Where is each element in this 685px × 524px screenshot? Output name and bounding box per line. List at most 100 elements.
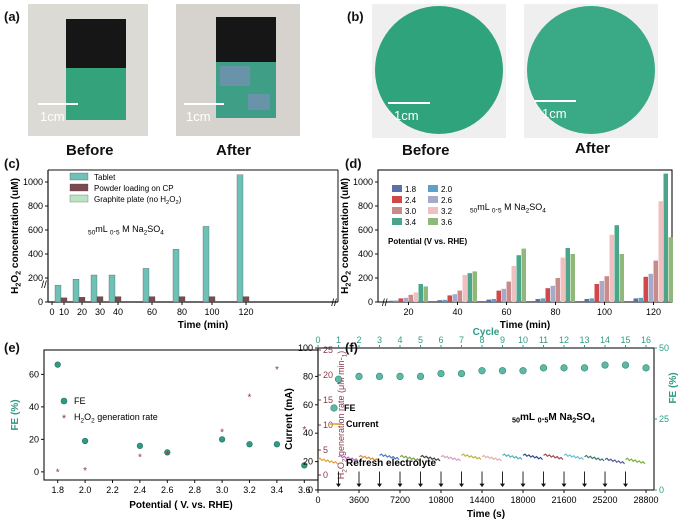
legend-swatch [69,183,89,192]
panel-label-b: (b) [347,9,364,24]
legend-swatch [392,207,402,214]
y-tick-label: 1000 [23,177,43,187]
y-right-tick-label: 10 [323,420,333,430]
x-tick-label: 18000 [511,495,536,505]
caption-after-b: After [575,140,611,157]
bar [78,297,86,303]
fe-point [301,462,308,469]
photo-b-after: 1cm [524,4,658,138]
current-trace [604,457,625,465]
bar [148,296,156,303]
fe-point [437,369,445,378]
y-tick-label: 800 [28,201,43,211]
x-tick-label: 2.2 [106,485,119,495]
refresh-arrowhead [541,483,547,488]
bar [236,174,244,303]
bar [604,276,609,302]
bar [511,266,516,302]
legend-rate-marker: * [62,413,67,425]
legend-label: 3.6 [441,218,453,227]
bar [540,298,545,302]
x-tick-label: 28800 [634,495,659,505]
bar [491,299,496,302]
top-tick-label: 0 [315,335,320,345]
y-tick-label: 400 [28,249,43,259]
x-tick-label: 3.0 [216,485,229,495]
fe-point [642,364,650,372]
x-tick-label: 0 [49,307,54,317]
x-tick-label: 20 [403,307,413,317]
rate-point: * [220,428,224,439]
x-tick-label: 3.6 [298,485,311,495]
photo-a-before: 1cm [28,4,148,136]
scale-label: 1cm [394,108,419,123]
bar [142,268,150,303]
x-tick-label: 2.8 [188,485,201,495]
x-tick-label: 80 [550,307,560,317]
x-tick-label: 7200 [390,495,410,505]
y-right-tick-label: 25 [323,345,333,355]
y-axis-label-right: H2O2 generation rate (μM min-1) [336,351,348,480]
y-right-tick-label: 20 [323,370,333,380]
annotation: 50mL 0.5M Na2SO4 [512,412,595,425]
panel-label-e: (e) [4,340,20,355]
x-tick-label: 3.2 [243,485,256,495]
y-tick-label: 400 [358,249,373,259]
y-tick-label: 0 [368,297,373,307]
current-trace [625,457,646,465]
top-tick-label: 11 [539,335,548,345]
fe-point [601,361,609,369]
bar [668,237,673,302]
refresh-arrowhead [397,483,403,488]
legend-swatch [392,185,402,192]
y-right-tick-label: 15 [323,395,333,405]
x-tick-label: 25200 [593,495,618,505]
bar [638,297,643,302]
fe-point [273,441,281,448]
bar [663,173,668,302]
bar [90,274,98,303]
legend-label: H2O2 generation rate [74,412,158,424]
current-trace [584,454,605,462]
legend-swatch [428,218,438,225]
top-tick-label: 13 [580,335,590,345]
current-trace [563,453,584,461]
refresh-arrowhead [377,483,383,488]
fe-point [334,375,343,383]
caption-after-a: After [216,142,252,159]
bar [506,281,511,302]
refresh-arrowhead [479,483,485,488]
top-tick-label: 14 [600,335,610,345]
y-tick-label: 40 [303,428,313,438]
axis-break-mark: // [331,298,337,309]
bar [452,294,457,302]
fe-point [416,372,425,381]
x-tick-label: 10 [59,307,69,317]
scale-label: 1cm [186,109,211,124]
x-axis-label: Time (min) [178,320,228,331]
fe-point [54,361,61,368]
rate-point: * [138,453,142,464]
x-tick-label: 2.6 [161,485,174,495]
y-tick-label: 60 [303,400,313,410]
x-tick-label: 21600 [552,495,577,505]
bar [393,300,398,302]
refresh-arrowhead [438,483,444,488]
refresh-arrowhead [561,483,567,488]
y-right-tick-label: 5 [323,445,328,455]
bar [609,234,614,302]
x-tick-label: 2.0 [79,485,92,495]
photo-a-after: 1cm [176,4,300,136]
current-trace [399,454,420,462]
bar [178,296,186,303]
y-tick-label: 0 [308,485,313,495]
x-tick-label: 60 [147,307,157,317]
bar [633,298,638,302]
bar [643,276,648,302]
y-tick-label: 0 [34,467,39,477]
bar [408,294,413,302]
bar [60,297,68,303]
current-trace [543,453,564,461]
refresh-arrowhead [356,483,362,488]
bar [96,296,104,303]
